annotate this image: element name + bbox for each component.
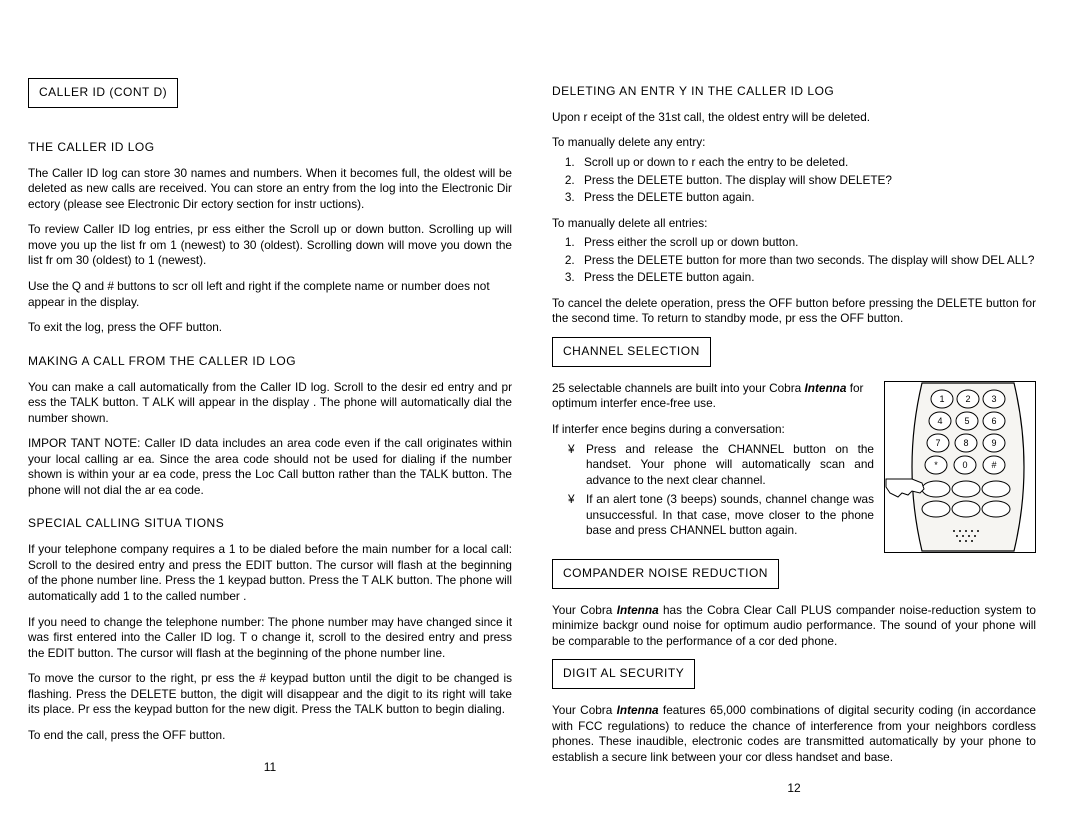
body-text: To exit the log, press the OFF button. bbox=[28, 320, 512, 336]
svg-text:8: 8 bbox=[963, 438, 968, 448]
list-item: Press the DELETE button for more than tw… bbox=[578, 253, 1036, 269]
list-item: Press the DELETE button again. bbox=[578, 270, 1036, 286]
body-text: If interfer ence begins during a convers… bbox=[552, 422, 874, 438]
making-call-heading: MAKING A CALL FROM THE CALLER ID LOG bbox=[28, 354, 512, 370]
svg-text:9: 9 bbox=[991, 438, 996, 448]
text-fragment: 25 selectable channels are built into yo… bbox=[552, 381, 804, 395]
body-text: Use the Q and # buttons to scr oll left … bbox=[28, 279, 512, 310]
svg-text:5: 5 bbox=[964, 416, 969, 426]
brand-name: Intenna bbox=[804, 381, 846, 395]
body-text: To end the call, press the OFF button. bbox=[28, 728, 512, 744]
body-text: To manually delete all entries: bbox=[552, 216, 1036, 232]
body-text: You can make a call automatically from t… bbox=[28, 380, 512, 427]
body-text: Your Cobra Intenna has the Cobra Clear C… bbox=[552, 603, 1036, 650]
svg-text:*: * bbox=[934, 460, 938, 470]
body-text: To move the cursor to the right, pr ess … bbox=[28, 671, 512, 718]
channel-selection-block: 25 selectable channels are built into yo… bbox=[552, 381, 1036, 553]
special-situations-heading: SPECIAL CALLING SITUA TIONS bbox=[28, 516, 512, 532]
list-item: Press the DELETE button. The display wil… bbox=[578, 173, 1036, 189]
body-text: Upon r eceipt of the 31st call, the olde… bbox=[552, 110, 1036, 126]
body-text: To review Caller ID log entries, pr ess … bbox=[28, 222, 512, 269]
svg-text:7: 7 bbox=[935, 438, 940, 448]
page-number-right: 12 bbox=[552, 781, 1036, 797]
body-text: To cancel the delete operation, press th… bbox=[552, 296, 1036, 327]
body-text: IMPOR TANT NOTE: Caller ID data includes… bbox=[28, 436, 512, 498]
svg-text:3: 3 bbox=[991, 394, 996, 404]
text-fragment: Your Cobra bbox=[552, 603, 617, 617]
manual-spread: CALLER ID (CONT D) THE CALLER ID LOG The… bbox=[0, 0, 1080, 817]
brand-name: Intenna bbox=[617, 703, 659, 717]
caller-id-log-heading: THE CALLER ID LOG bbox=[28, 140, 512, 156]
handset-illustration: 1 2 3 4 5 6 7 8 9 * 0 # bbox=[884, 381, 1036, 553]
left-page: CALLER ID (CONT D) THE CALLER ID LOG The… bbox=[28, 78, 512, 797]
svg-text:1: 1 bbox=[939, 394, 944, 404]
right-page: DELETING AN ENTR Y IN THE CALLER ID LOG … bbox=[552, 78, 1036, 797]
deleting-entry-heading: DELETING AN ENTR Y IN THE CALLER ID LOG bbox=[552, 84, 1036, 100]
body-text: 25 selectable channels are built into yo… bbox=[552, 381, 874, 412]
page-number-left: 11 bbox=[28, 760, 512, 776]
body-text: To manually delete any entry: bbox=[552, 135, 1036, 151]
body-text: Your Cobra Intenna features 65,000 combi… bbox=[552, 703, 1036, 765]
list-item: Press either the scroll up or down butto… bbox=[578, 235, 1036, 251]
svg-text:4: 4 bbox=[937, 416, 942, 426]
caller-id-contd-title: CALLER ID (CONT D) bbox=[28, 78, 178, 108]
list-item: If an alert tone (3 beeps) sounds, chann… bbox=[568, 492, 874, 539]
svg-text:6: 6 bbox=[991, 416, 996, 426]
list-item: Scroll up or down to r each the entry to… bbox=[578, 155, 1036, 171]
list-item: Press the DELETE button again. bbox=[578, 190, 1036, 206]
channel-text: 25 selectable channels are built into yo… bbox=[552, 381, 874, 549]
compander-title: COMPANDER NOISE REDUCTION bbox=[552, 559, 779, 589]
svg-text:2: 2 bbox=[965, 394, 970, 404]
text-fragment: Your Cobra bbox=[552, 703, 617, 717]
body-text: The Caller ID log can store 30 names and… bbox=[28, 166, 512, 213]
delete-single-steps: Scroll up or down to r each the entry to… bbox=[552, 155, 1036, 206]
list-item: Press and release the CHANNEL button on … bbox=[568, 442, 874, 489]
body-text: If your telephone company requires a 1 t… bbox=[28, 542, 512, 604]
channel-selection-title: CHANNEL SELECTION bbox=[552, 337, 711, 367]
svg-text:0: 0 bbox=[962, 460, 967, 470]
body-text: If you need to change the telephone numb… bbox=[28, 615, 512, 662]
svg-text:#: # bbox=[991, 460, 996, 470]
digital-security-title: DIGIT AL SECURITY bbox=[552, 659, 695, 689]
channel-steps: Press and release the CHANNEL button on … bbox=[552, 442, 874, 539]
phone-icon: 1 2 3 4 5 6 7 8 9 * 0 # bbox=[884, 381, 1036, 553]
brand-name: Intenna bbox=[617, 603, 659, 617]
delete-all-steps: Press either the scroll up or down butto… bbox=[552, 235, 1036, 286]
